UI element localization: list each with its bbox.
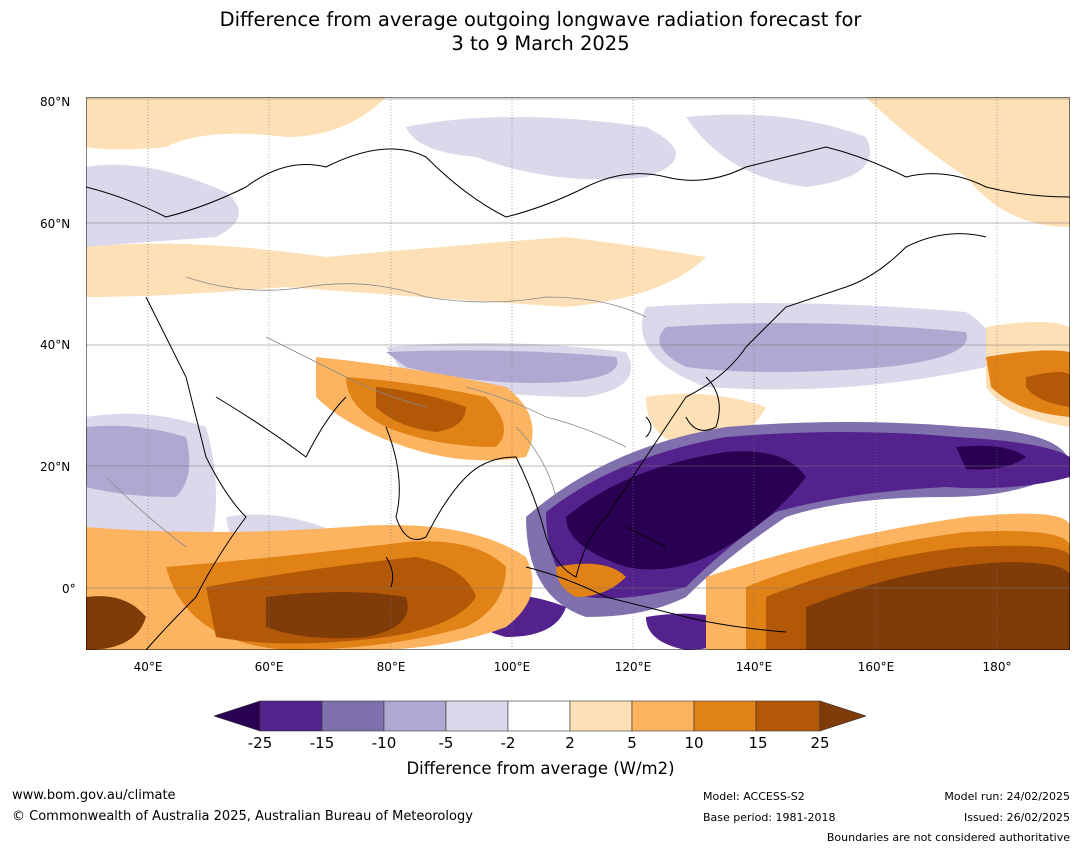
colorbar-swatch-below-minus-25: [214, 700, 261, 732]
map-svg: [86, 97, 1070, 650]
lon-label-160e: 160°E: [857, 660, 895, 674]
lon-label-180: 180°: [982, 660, 1012, 674]
lon-label-120e: 120°E: [614, 660, 652, 674]
colorbar-swatch-minus10-minus5: [383, 700, 447, 732]
colorbar-tick-5: 5: [627, 734, 637, 752]
issued-date: Issued: 26/02/2025: [963, 811, 1070, 824]
map-title: Difference from average outgoing longwav…: [0, 8, 1081, 56]
colorbar-swatch-15-25: [755, 700, 821, 732]
lat-label-40n: 40°N: [40, 338, 71, 352]
lon-label-100e: 100°E: [493, 660, 531, 674]
model-name: Model: ACCESS-S2: [703, 790, 805, 803]
colorbar-tick-minus5: -5: [438, 734, 454, 752]
colorbar-swatch-2-5: [569, 700, 633, 732]
colorbar-tick-10: 10: [684, 734, 704, 752]
colorbar-swatch-minus25-minus15: [259, 700, 323, 732]
lon-label-60e: 60°E: [254, 660, 284, 674]
anomaly-fill-negative-strong: [456, 422, 1070, 650]
model-run-date: Model run: 24/02/2025: [944, 790, 1070, 803]
title-line-1: Difference from average outgoing longwav…: [219, 8, 862, 31]
lon-label-40e: 40°E: [133, 660, 163, 674]
colorbar-tick-minus2: -2: [500, 734, 516, 752]
coastlines: [86, 146, 1070, 650]
lon-label-140e: 140°E: [735, 660, 773, 674]
colorbar-tick-minus10: -10: [371, 734, 397, 752]
base-period: Base period: 1981-2018: [703, 811, 836, 824]
colorbar-swatch-above-25: [819, 700, 866, 732]
title-line-2: 3 to 9 March 2025: [451, 32, 630, 55]
colorbar-swatch-5-10: [631, 700, 695, 732]
colorbar-tick-minus15: -15: [309, 734, 335, 752]
lat-label-80n: 80°N: [40, 95, 71, 109]
colorbar-tick-minus25: -25: [247, 734, 273, 752]
lat-label-60n: 60°N: [40, 217, 71, 231]
colorbar-tick-15: 15: [748, 734, 768, 752]
lat-label-equator: 0°: [62, 582, 76, 596]
anomaly-fill-positive: [86, 350, 1070, 650]
country-borders: [105, 276, 647, 548]
copyright-text: © Commonwealth of Australia 2025, Austra…: [12, 809, 473, 824]
colorbar-swatch-minus15-minus10: [321, 700, 385, 732]
colorbar: [214, 700, 866, 732]
lat-label-20n: 20°N: [40, 460, 71, 474]
graticule: [86, 97, 1070, 650]
colorbar-tick-25: 25: [810, 734, 830, 752]
colorbar-swatch-minus5-minus2: [445, 700, 509, 732]
colorbar-label: Difference from average (W/m2): [406, 759, 675, 778]
colorbar-tick-2: 2: [565, 734, 575, 752]
lon-label-80e: 80°E: [376, 660, 406, 674]
boundaries-disclaimer: Boundaries are not considered authoritat…: [826, 831, 1070, 844]
olr-anomaly-map: [86, 97, 1070, 650]
website-link[interactable]: www.bom.gov.au/climate: [12, 788, 176, 803]
colorbar-swatch-10-15: [693, 700, 757, 732]
colorbar-swatch-minus2-2: [507, 700, 571, 732]
